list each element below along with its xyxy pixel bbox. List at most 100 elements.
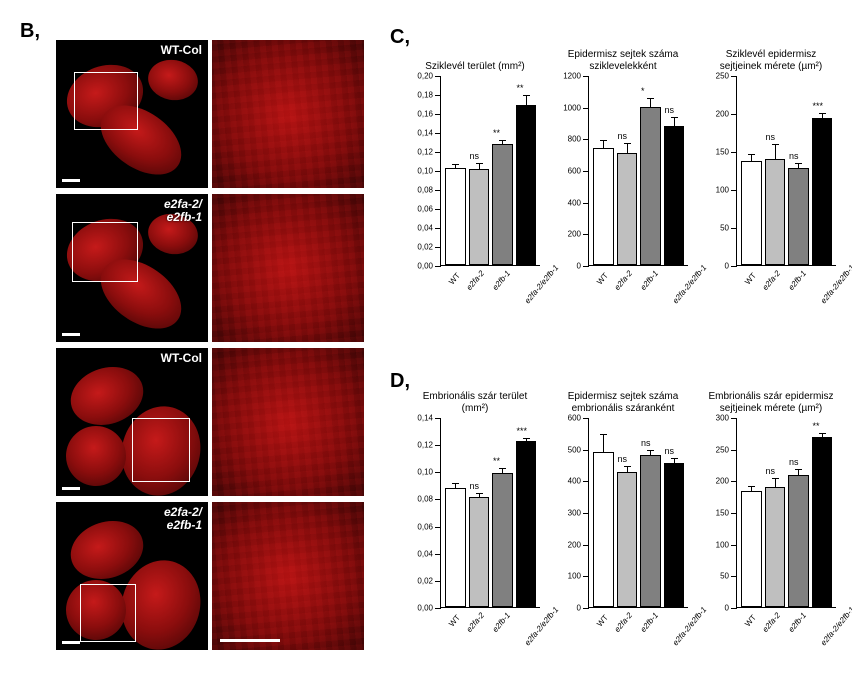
error-bar xyxy=(526,95,527,106)
y-tick-label: 0,04 xyxy=(417,549,441,558)
micro-row: WT-Col xyxy=(56,348,376,496)
significance-label: ns xyxy=(641,438,651,448)
y-tick-label: 50 xyxy=(720,572,737,581)
panel-label-d: D, xyxy=(390,370,410,393)
bar xyxy=(445,168,466,265)
chart-title: Epidermisz sejtek száma embrionális szár… xyxy=(558,376,688,414)
y-tick-label: 200 xyxy=(568,540,589,549)
bar: ** xyxy=(812,437,833,607)
bar: ns xyxy=(788,168,809,265)
y-tick-label: 0,12 xyxy=(417,441,441,450)
micro-row: WT-Col xyxy=(56,40,376,188)
error-bar xyxy=(822,113,823,120)
micro-overview: WT-Col xyxy=(56,348,208,496)
bar: ns xyxy=(469,169,490,265)
scalebar xyxy=(62,333,80,336)
y-tick-label: 300 xyxy=(716,414,737,423)
error-bar xyxy=(751,154,752,162)
bar-chart: Epidermisz sejtek száma sziklevelekként0… xyxy=(558,34,688,314)
scalebar xyxy=(220,639,280,642)
plot-area: 0100200300400500600nsnsns xyxy=(588,418,688,608)
y-tick-label: 0,10 xyxy=(417,468,441,477)
y-tick-label: 0,10 xyxy=(417,167,441,176)
micro-zoom xyxy=(212,502,364,650)
y-tick-label: 0,20 xyxy=(417,72,441,81)
y-tick-label: 300 xyxy=(568,509,589,518)
y-tick-label: 0,02 xyxy=(417,576,441,585)
panel-b-microscopy: WT-Cole2fa-2/e2fb-1WT-Cole2fa-2/e2fb-1 xyxy=(56,40,376,656)
error-bar xyxy=(798,469,799,477)
significance-label: *** xyxy=(813,101,824,111)
y-tick-label: 600 xyxy=(568,414,589,423)
bar xyxy=(445,488,466,607)
y-tick-label: 0,02 xyxy=(417,243,441,252)
y-tick-label: 0,06 xyxy=(417,205,441,214)
bar: * xyxy=(640,107,661,265)
y-tick-label: 800 xyxy=(568,135,589,144)
y-tick-label: 0,06 xyxy=(417,522,441,531)
error-bar xyxy=(775,478,776,488)
significance-label: ns xyxy=(789,151,799,161)
error-bar xyxy=(455,483,456,488)
y-tick-label: 200 xyxy=(716,477,737,486)
genotype-label: WT-Col xyxy=(161,44,202,57)
error-bar xyxy=(674,117,675,127)
significance-label: ** xyxy=(493,128,500,138)
bar: *** xyxy=(812,118,833,265)
bar-chart: Embrionális szár epidermisz sejtjeinek m… xyxy=(706,376,836,656)
y-tick-label: 400 xyxy=(568,198,589,207)
micro-zoom xyxy=(212,40,364,188)
error-bar xyxy=(798,163,799,169)
y-tick-label: 400 xyxy=(568,477,589,486)
plot-area: 0,000,020,040,060,080,100,120,14ns***** xyxy=(440,418,540,608)
bar: ** xyxy=(516,105,537,265)
error-bar xyxy=(526,438,527,442)
bar: ns xyxy=(469,497,490,607)
error-bar xyxy=(751,486,752,492)
micro-overview: e2fa-2/e2fb-1 xyxy=(56,502,208,650)
bar xyxy=(741,161,762,265)
error-bar xyxy=(479,163,480,170)
significance-label: * xyxy=(641,86,645,96)
significance-label: ns xyxy=(618,454,628,464)
bar: ns xyxy=(788,475,809,607)
chart-title: Sziklevél epidermisz sejtjeinek mérete (… xyxy=(706,34,836,72)
y-tick-label: 1000 xyxy=(563,103,589,112)
error-bar xyxy=(627,466,628,474)
scalebar xyxy=(62,641,80,644)
micro-overview: WT-Col xyxy=(56,40,208,188)
chart-title: Embrionális szár epidermisz sejtjeinek m… xyxy=(706,376,836,414)
y-tick-label: 100 xyxy=(568,572,589,581)
significance-label: ns xyxy=(665,446,675,456)
plot-area: 0,000,020,040,060,080,100,120,140,160,18… xyxy=(440,76,540,266)
y-tick-label: 0,04 xyxy=(417,224,441,233)
y-tick-label: 0,08 xyxy=(417,186,441,195)
y-tick-label: 0 xyxy=(577,604,589,613)
panel-d-charts: Embrionális szár terület (mm²)0,000,020,… xyxy=(410,376,836,656)
micro-zoom xyxy=(212,348,364,496)
y-tick-label: 600 xyxy=(568,167,589,176)
plot-area: 050100150200250nsns*** xyxy=(736,76,836,266)
micro-row: e2fa-2/e2fb-1 xyxy=(56,502,376,650)
bar-chart: Sziklevél epidermisz sejtjeinek mérete (… xyxy=(706,34,836,314)
x-category-label: e2fa-2/e2fb-1 xyxy=(819,605,852,667)
error-bar xyxy=(603,434,604,453)
bar-chart: Epidermisz sejtek száma embrionális szár… xyxy=(558,376,688,656)
bar xyxy=(593,452,614,607)
bar-chart: Sziklevél terület (mm²)0,000,020,040,060… xyxy=(410,34,540,314)
significance-label: ns xyxy=(766,132,776,142)
y-tick-label: 0,00 xyxy=(417,262,441,271)
significance-label: ns xyxy=(766,466,776,476)
plot-area: 020040060080010001200ns*ns xyxy=(588,76,688,266)
selection-box xyxy=(80,584,136,642)
bar xyxy=(741,491,762,607)
y-tick-label: 1200 xyxy=(563,72,589,81)
y-tick-label: 500 xyxy=(568,445,589,454)
error-bar xyxy=(650,450,651,456)
error-bar xyxy=(603,140,604,149)
micro-row: e2fa-2/e2fb-1 xyxy=(56,194,376,342)
scalebar xyxy=(62,179,80,182)
y-tick-label: 200 xyxy=(716,110,737,119)
bar: ** xyxy=(492,144,513,265)
y-tick-label: 0,18 xyxy=(417,91,441,100)
